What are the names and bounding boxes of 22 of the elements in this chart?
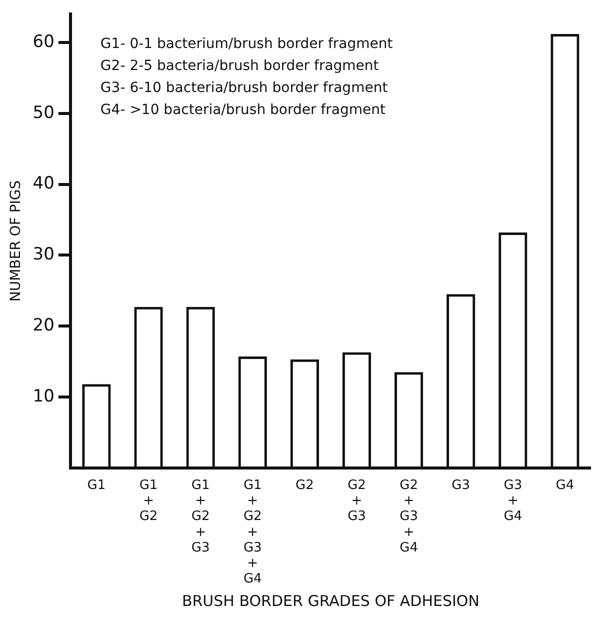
annotation: G4- >10 bacteria/brush border fragment [100,102,386,118]
x-tick-label: G1 + G2 + G3 [191,478,210,556]
x-tick-label: G2 + G3 + G4 [400,478,418,556]
y-tick-label: 60 [32,32,54,52]
x-tick-label: G1 [87,478,106,493]
y-tick-label: 50 [32,102,54,123]
y-tick-label: 10 [32,386,54,406]
x-tick-label: G3 + G4 [504,478,522,524]
y-tick-label: 30 [32,244,54,265]
y-tick-label: 40 [32,174,54,194]
y-tick-label: 20 [32,315,54,336]
annotation: G2- 2-5 bacteria/brush border fragment [100,58,380,74]
x-tick-label: G2 + G3 [348,478,366,524]
x-tick-label: G1 + G2 [139,478,158,524]
x-tick-label: G1 + G2 + G3 + G4 [243,478,262,587]
annotation: G1- 0-1 bacterium/brush border fragment [100,36,394,52]
annotation: G3- 6-10 bacteria/brush border fragment [100,80,388,96]
x-tick-label: G2 [296,478,314,493]
y-axis-title: NUMBER OF PIGS [8,180,24,302]
x-tick-label: G4 [556,478,574,493]
x-axis-title: BRUSH BORDER GRADES OF ADHESION [182,592,480,610]
x-tick-label: G3 [452,478,470,493]
